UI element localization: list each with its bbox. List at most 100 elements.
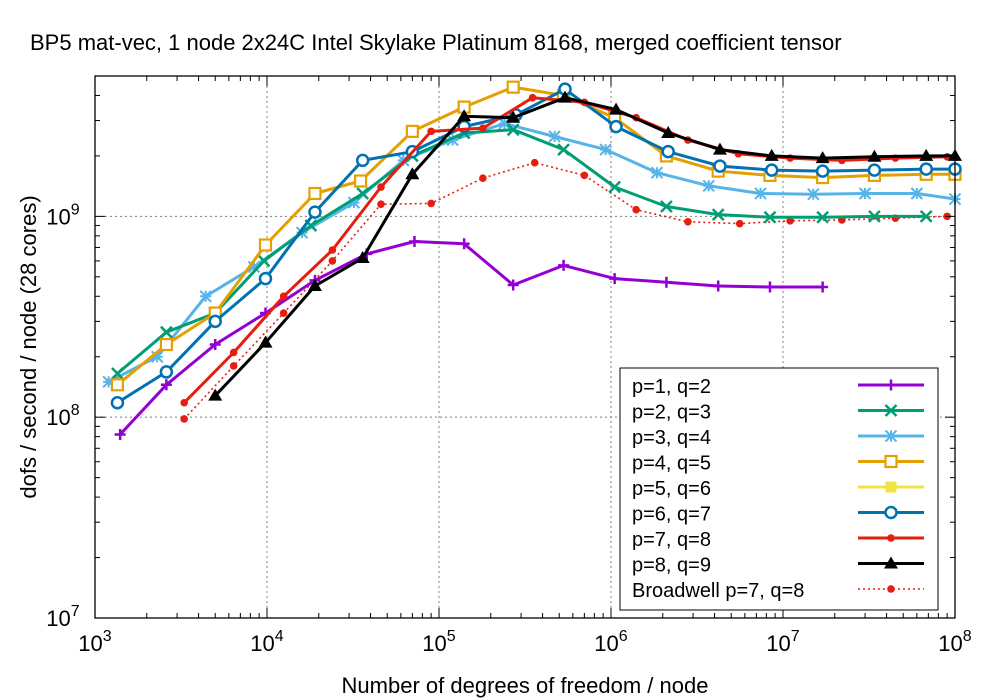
x-axis-label: Number of degrees of freedom / node (342, 673, 709, 698)
data-point (702, 179, 715, 192)
data-point (817, 281, 829, 293)
data-point (557, 90, 572, 103)
data-point (609, 273, 621, 285)
data-point (347, 196, 361, 209)
data-point (279, 292, 288, 301)
data-point (910, 187, 924, 200)
legend-item: p=3, q=4 (632, 427, 924, 449)
x-tick-label: 108 (938, 628, 971, 656)
data-point (257, 254, 271, 268)
data-point (919, 162, 933, 176)
y-tick-label: 107 (46, 603, 79, 631)
x-tick-label: 105 (422, 628, 455, 656)
data-point (308, 186, 322, 201)
y-tick-label: 109 (46, 201, 79, 229)
y-tick-label: 108 (46, 402, 79, 430)
data-point (458, 238, 470, 250)
data-point (479, 174, 487, 182)
data-point (735, 219, 744, 228)
data-point (102, 375, 115, 389)
data-point (884, 429, 898, 443)
series-line (214, 96, 955, 397)
data-point (548, 130, 561, 143)
data-point (763, 210, 777, 224)
legend-label: p=7, q=8 (632, 529, 711, 551)
legend-label: p=6, q=7 (632, 504, 711, 526)
data-point (208, 314, 222, 329)
data-point (405, 167, 420, 180)
data-point (111, 367, 124, 380)
data-point (506, 80, 520, 94)
data-point (764, 148, 779, 161)
series-1 (111, 123, 933, 380)
data-point (114, 428, 126, 440)
series-8 (180, 158, 951, 423)
data-point (884, 454, 898, 469)
data-point (507, 279, 519, 291)
data-point (599, 143, 612, 156)
data-point (754, 187, 767, 200)
legend-item: p=4, q=5 (632, 453, 924, 475)
data-point (328, 246, 337, 254)
data-point (713, 159, 727, 173)
legend-label: p=4, q=5 (632, 453, 711, 475)
data-point (558, 259, 570, 271)
data-point (885, 481, 897, 493)
legend-item: p=2, q=3 (632, 402, 924, 424)
data-point (867, 163, 882, 177)
data-point (498, 117, 511, 130)
legend-label: Broadwell p=7, q=8 (632, 580, 804, 602)
legend-box (619, 367, 939, 611)
data-point (279, 309, 288, 317)
data-point (884, 505, 898, 520)
data-point (712, 142, 727, 155)
series-line (116, 85, 955, 386)
data-point (661, 144, 675, 159)
data-point (247, 260, 261, 274)
data-point (506, 110, 521, 123)
data-point (858, 187, 872, 200)
data-point (180, 398, 188, 407)
data-point (110, 378, 125, 392)
data-point (408, 235, 420, 247)
data-point (307, 279, 322, 292)
data-point (446, 133, 459, 147)
chart-title: BP5 mat-vec, 1 node 2x24C Intel Skylake … (30, 30, 842, 55)
x-tick-label: 106 (594, 628, 627, 656)
data-point (377, 200, 385, 208)
x-tick-label: 103 (78, 628, 111, 656)
legend-label: p=3, q=4 (632, 427, 711, 449)
data-point (427, 127, 435, 136)
legend-label: p=1, q=2 (632, 376, 711, 398)
data-point (479, 124, 487, 132)
legend: p=1, q=2 p=2, q=3 p=3, q=4 p=4, q=5 p=5, q=6… (619, 367, 939, 611)
legend-item: p=5, q=6 (632, 478, 924, 500)
data-point (609, 102, 624, 115)
data-point (919, 209, 933, 223)
data-point (159, 365, 174, 379)
data-point (807, 187, 820, 201)
data-point (151, 350, 164, 363)
data-point (764, 281, 776, 293)
data-point (887, 585, 895, 593)
data-point (884, 404, 898, 417)
data-point (159, 337, 173, 352)
data-point (609, 119, 623, 134)
legend-item: p=6, q=7 (632, 504, 924, 526)
data-point (308, 205, 322, 219)
data-point (110, 395, 125, 410)
data-point (632, 205, 640, 214)
series-7 (208, 90, 962, 401)
data-point (355, 153, 370, 168)
data-point (159, 325, 173, 339)
data-point (328, 257, 337, 265)
x-tick-label: 104 (250, 628, 283, 656)
legend-label: p=2, q=3 (632, 402, 711, 424)
legend-item: p=1, q=2 (632, 376, 924, 398)
series-line (183, 161, 948, 420)
data-point (816, 210, 830, 224)
data-point (427, 199, 435, 208)
y-axis-label: dofs / second / node (28 cores) (16, 195, 41, 498)
data-point (887, 534, 895, 542)
